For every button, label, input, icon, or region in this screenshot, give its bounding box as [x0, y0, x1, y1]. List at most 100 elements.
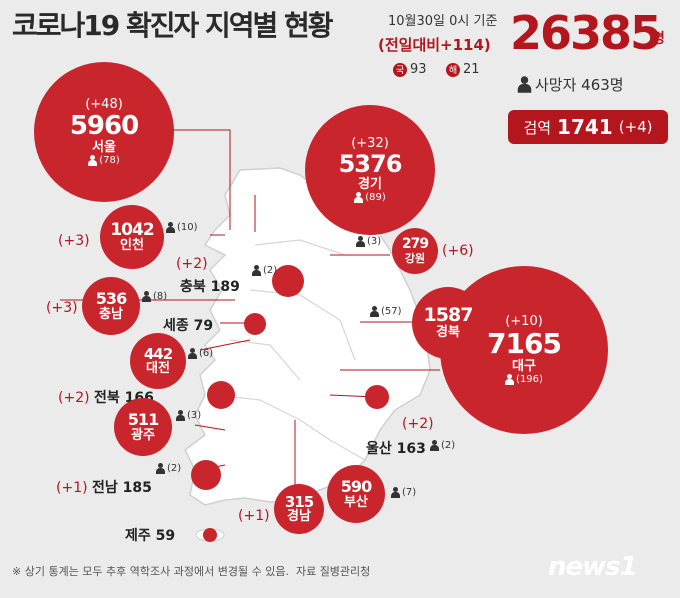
chungnam-inc: (+3) [46, 300, 78, 316]
person-icon [391, 487, 400, 498]
gyeongnam-circle: 315 경남 [274, 484, 324, 534]
incheon-num: 1042 [110, 219, 154, 240]
seoul-inc: (+48) [85, 96, 123, 112]
gyeonggi-name: 경기 [358, 176, 382, 192]
seoul-num: 5960 [69, 111, 139, 142]
daejeon-circle: 442 대전 [130, 333, 186, 389]
gwangju-circle: 511 광주 [114, 398, 172, 456]
domestic-stat: 국 93 [393, 62, 427, 77]
person-icon [370, 306, 379, 317]
daejeon-num: 442 [143, 344, 173, 363]
ulsan-label: 울산 163 [366, 441, 426, 457]
person-icon [354, 191, 364, 203]
incheon-name: 인천 [120, 238, 144, 254]
gyeongbuk-num: 1587 [423, 304, 474, 327]
busan-deaths: (7) [391, 487, 416, 498]
gyeongnam-inc: (+1) [238, 508, 270, 524]
gangwon-circle: 279 강원 [392, 228, 438, 274]
gwangju-num: 511 [127, 410, 159, 430]
gyeongbuk-deaths: (57) [370, 306, 402, 317]
chungnam-circle: 536 충남 [82, 277, 140, 335]
daegu-deaths: (196) [505, 374, 543, 386]
incheon-inc: (+3) [58, 233, 90, 249]
person-icon [356, 236, 365, 247]
person-icon [176, 410, 185, 421]
chungbuk-inc: (+2) [176, 256, 208, 272]
gangwon-name: 강원 [404, 251, 426, 265]
total-unit: 명 [652, 31, 665, 47]
person-icon [156, 463, 165, 474]
overseas-badge: 해 [446, 62, 460, 77]
busan-num: 590 [340, 477, 372, 497]
seoul-name: 서울 [92, 139, 116, 155]
person-icon [505, 374, 515, 386]
gyeongbuk-circle: 1587 경북 [412, 287, 484, 359]
deaths-text: 사망자 463명 [535, 76, 624, 94]
daegu-inc: (+10) [505, 313, 543, 329]
sejong-label: 세종 79 [163, 318, 214, 334]
jeonnam-deaths: (2) [156, 463, 181, 474]
seoul-deaths: (78) [88, 155, 120, 167]
daejeon-name: 대전 [146, 361, 170, 377]
quarantine-box: 검역 1741 (+4) [508, 110, 668, 144]
gangwon-num: 279 [401, 236, 429, 253]
news1-logo: news1 [548, 552, 638, 582]
domestic-badge: 국 [393, 62, 407, 77]
page-title: 코로나19 확진자 지역별 현황 [12, 9, 334, 42]
person-icon [142, 291, 151, 302]
gyeonggi-deaths: (89) [354, 191, 386, 203]
deaths-total: 사망자 463명 [517, 74, 624, 95]
chungnam-num: 536 [95, 289, 127, 309]
chungnam-deaths: (8) [142, 291, 167, 302]
chungnam-name: 충남 [99, 306, 123, 322]
seoul-circle: (+48) 5960 서울 (78) [34, 62, 174, 202]
person-icon [88, 155, 98, 167]
mainland-shape [184, 167, 431, 506]
busan-circle: 590 부산 [327, 465, 385, 523]
jeonnam-label: (+1) 전남 185 [56, 480, 152, 496]
daegu-name: 대구 [512, 358, 536, 374]
jeonbuk-dot [207, 381, 235, 409]
daejeon-deaths: (6) [188, 348, 213, 359]
footer-note: ※ 상기 통계는 모두 추후 역학조사 과정에서 변경될 수 있음. [12, 565, 289, 578]
sejong-dot [244, 313, 266, 335]
gyeongnam-num: 315 [284, 492, 314, 511]
person-icon [166, 222, 175, 233]
daily-change: (전일대비+114) [378, 36, 491, 54]
gyeonggi-num: 5376 [338, 150, 403, 179]
footer-source: 자료 질병관리청 [295, 565, 371, 578]
gangwon-inc: (+6) [442, 243, 474, 259]
busan-name: 부산 [344, 494, 368, 510]
gwangju-name: 광주 [131, 427, 155, 443]
ulsan-dot [365, 385, 389, 409]
chungbuk-label: 충북 189 [180, 279, 240, 295]
gyeongbuk-name: 경북 [436, 325, 460, 341]
incheon-deaths: (10) [166, 222, 198, 233]
jeonnam-dot [191, 460, 221, 490]
ulsan-inc: (+2) [402, 416, 434, 432]
total-cases: 26385 [510, 6, 662, 60]
gyeongnam-name: 경남 [287, 509, 311, 525]
chungbuk-deaths: (2) [252, 265, 277, 276]
person-icon [430, 440, 439, 451]
quarantine-label: 검역 [523, 118, 552, 137]
person-icon [252, 265, 261, 276]
person-icon [517, 76, 532, 93]
jeju-dot [203, 528, 217, 542]
jeju-label: 제주 59 [125, 528, 176, 544]
gyeonggi-inc: (+32) [351, 136, 389, 151]
chungbuk-dot [272, 265, 304, 297]
overseas-stat: 해 21 [446, 62, 480, 77]
domestic-count: 93 [410, 62, 427, 77]
quarantine-count: 1741 [557, 115, 613, 139]
incheon-circle: 1042 인천 [100, 205, 164, 269]
quarantine-inc: (+4) [618, 118, 653, 136]
overseas-count: 21 [463, 62, 480, 77]
daegu-num: 7165 [487, 327, 562, 361]
person-icon [188, 348, 197, 359]
footer: ※ 상기 통계는 모두 추후 역학조사 과정에서 변경될 수 있음. 자료 질병… [12, 563, 370, 579]
ulsan-deaths: (2) [430, 440, 455, 451]
gwangju-deaths: (3) [176, 410, 201, 421]
basis-time: 10월30일 0시 기준 [388, 14, 498, 29]
